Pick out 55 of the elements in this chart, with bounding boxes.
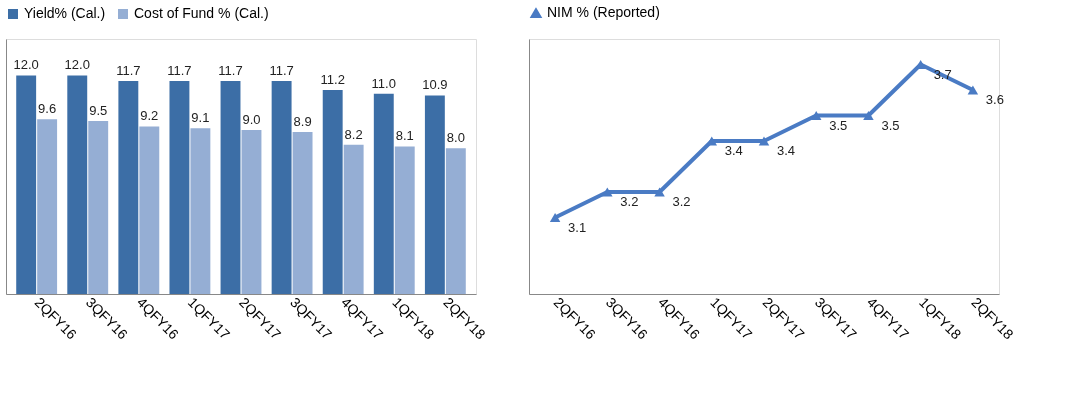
- data-label: 3.1: [568, 219, 587, 235]
- bar: [241, 130, 262, 294]
- data-label: 10.9: [422, 77, 448, 93]
- data-label: 3.4: [776, 143, 796, 158]
- point: [654, 187, 665, 197]
- bar: [16, 75, 37, 294]
- data-label: 3.6: [985, 92, 1004, 107]
- bar: [445, 148, 466, 294]
- point: [810, 110, 822, 121]
- data-label: 11.7: [269, 62, 294, 78]
- bar: [190, 128, 211, 294]
- data-label: 11.0: [371, 75, 396, 91]
- data-label: 8.9: [293, 113, 312, 129]
- bar: [271, 80, 292, 294]
- data-label: 11.7: [218, 62, 243, 78]
- bar: [118, 80, 139, 294]
- data-label: 3.5: [881, 117, 900, 133]
- data-label: 12.0: [64, 57, 90, 73]
- bar: [394, 146, 415, 294]
- data-label: 8.2: [344, 126, 363, 142]
- data-label: 3.7: [933, 66, 952, 82]
- data-label: 11.7: [116, 62, 141, 78]
- bar: [322, 90, 343, 294]
- bar: [169, 80, 190, 294]
- bar: [67, 75, 88, 294]
- bar: [373, 93, 394, 294]
- data-label: 8.0: [446, 130, 465, 146]
- data-label: 3.2: [620, 194, 639, 209]
- legend-label: Yield% (Cal.): [24, 5, 106, 21]
- legend-label: Cost of Fund % (Cal.): [134, 5, 269, 21]
- bar: [424, 95, 445, 294]
- bar: [88, 120, 109, 294]
- bar: [343, 144, 364, 294]
- bar: [220, 80, 241, 294]
- point: [863, 110, 874, 121]
- data-label: 3.2: [672, 194, 691, 209]
- legend-label: NIM % (Reported): [547, 4, 660, 20]
- data-label: 9.0: [242, 112, 261, 128]
- data-label: 11.2: [320, 72, 345, 87]
- data-label: 12.0: [13, 57, 39, 73]
- point: [549, 212, 561, 223]
- data-label: 3.4: [724, 143, 743, 158]
- data-label: 9.2: [140, 108, 159, 124]
- data-label: 3.5: [829, 117, 848, 133]
- data-label: 9.6: [38, 101, 57, 117]
- bar: [292, 131, 313, 294]
- data-label: 9.1: [191, 110, 210, 126]
- data-label: 8.1: [395, 128, 414, 144]
- point: [967, 85, 979, 95]
- bar: [37, 119, 58, 294]
- data-label: 11.7: [167, 62, 192, 78]
- data-label: 9.5: [89, 102, 108, 118]
- point: [758, 136, 770, 146]
- point: [602, 187, 613, 197]
- bar: [139, 126, 160, 294]
